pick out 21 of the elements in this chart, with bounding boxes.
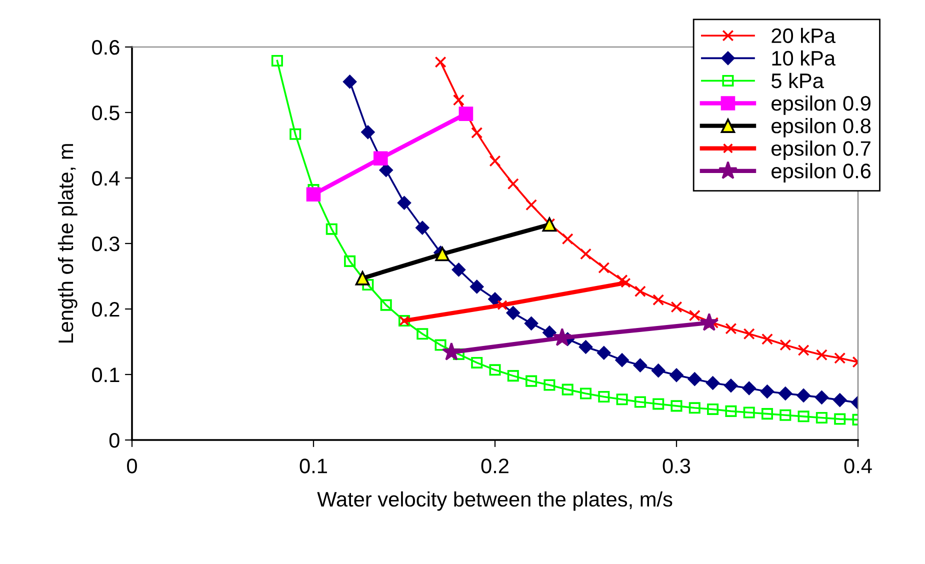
legend-label: epsilon 0.6 bbox=[772, 163, 871, 183]
legend-label: epsilon 0.8 bbox=[772, 118, 871, 138]
x-tick-label: 0 bbox=[127, 458, 137, 474]
legend-label: 5 kPa bbox=[772, 72, 824, 88]
y-tick-label: 0.5 bbox=[92, 106, 120, 120]
y-axis-title: Length of the plate, m bbox=[58, 144, 78, 343]
y-tick-label: 0.2 bbox=[92, 302, 120, 317]
y-tick-label: 0.3 bbox=[92, 236, 120, 252]
y-tick-label: 0 bbox=[109, 433, 120, 448]
legend-label: 10 kPa bbox=[772, 50, 836, 66]
x-tick-label: 0.1 bbox=[300, 458, 327, 474]
legend-label: epsilon 0.7 bbox=[772, 140, 870, 160]
x-axis-title: Water velocity between the plates, m/s bbox=[317, 491, 672, 511]
x-tick-label: 0.2 bbox=[481, 458, 508, 474]
x-tick-label: 0.4 bbox=[844, 458, 872, 474]
legend-label: epsilon 0.9 bbox=[772, 95, 870, 115]
y-tick-label: 0.6 bbox=[92, 40, 120, 55]
y-tick-label: 0.4 bbox=[92, 171, 120, 186]
legend-label: 20 kPa bbox=[772, 28, 836, 44]
y-tick-label: 0.1 bbox=[92, 368, 120, 382]
x-tick-label: 0.3 bbox=[662, 458, 690, 474]
